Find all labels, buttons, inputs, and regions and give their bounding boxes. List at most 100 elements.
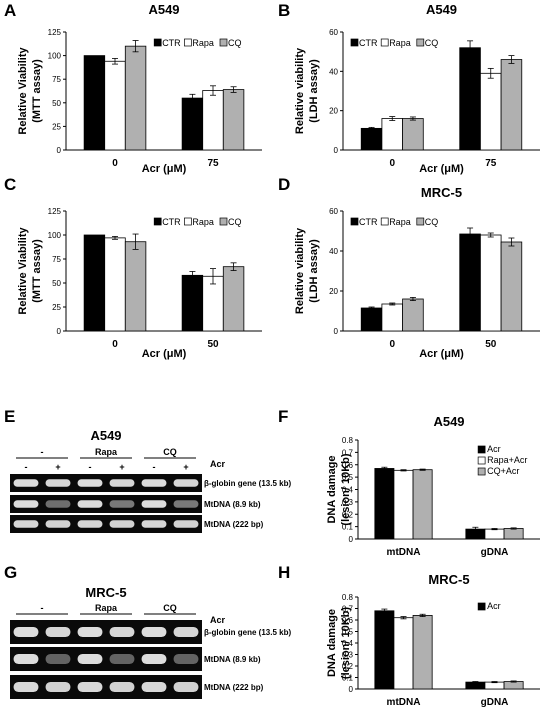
gel-strip [10, 675, 202, 699]
x-axis-label: Acr (μM) [419, 348, 464, 360]
y-axis-label: Relative Viability [17, 227, 29, 315]
gel-acr-label: Acr [210, 615, 226, 625]
panel-letter-h: H [278, 563, 290, 582]
legend-label: Acr [487, 444, 501, 454]
y-tick-label: 0.2 [342, 510, 354, 519]
gel-row-label: MtDNA (8.9 kb) [204, 655, 261, 664]
gel-band [109, 653, 135, 665]
bar [402, 118, 424, 151]
gel-band [109, 681, 135, 693]
bar [222, 266, 245, 332]
y-axis-label: Relative Viability [17, 47, 29, 135]
gel-band [13, 626, 39, 638]
gel-band [141, 500, 167, 508]
chart-c: 0 25 50 75 100 125 Relative Viability (MTT assa… [17, 207, 262, 360]
bar [83, 234, 106, 332]
legend-label: Rapa [192, 38, 214, 48]
x-tick-label: 0 [112, 339, 118, 350]
panel-letter-f: F [278, 407, 288, 426]
gel-row-label: MtDNA (8.9 kb) [204, 500, 261, 509]
gel-band [45, 681, 71, 693]
y-tick-label: 0 [334, 146, 339, 155]
gel-band [109, 479, 135, 487]
legend-swatch [350, 38, 359, 47]
gel-band [141, 681, 167, 693]
y-tick-label: 0 [57, 146, 62, 155]
gel-band [77, 500, 103, 508]
legend-label: CTR [359, 38, 378, 48]
y-tick-label: 100 [48, 231, 62, 240]
y-tick-label: 0.4 [342, 486, 354, 495]
gel-group-label: Rapa [95, 603, 118, 613]
bar [484, 681, 505, 690]
y-tick-label: 0.2 [342, 662, 354, 671]
chart-title: A549 [426, 2, 457, 17]
y-axis-label: (MTT assay) [31, 239, 43, 303]
y-tick-label: 40 [329, 247, 338, 256]
bar [202, 275, 224, 332]
y-axis-label: DNA damage [326, 455, 338, 523]
y-tick-label: 50 [52, 99, 61, 108]
y-tick-label: 50 [52, 279, 61, 288]
gel-group-label: CQ [163, 603, 177, 613]
y-tick-label: 20 [329, 287, 338, 296]
gel-title: MRC-5 [85, 585, 126, 600]
gel-lane-sign: + [183, 462, 188, 472]
gel-lane-sign: + [119, 462, 124, 472]
y-tick-label: 25 [52, 303, 61, 312]
bar [465, 681, 486, 690]
gel-band [109, 626, 135, 638]
gel-lane-sign: + [55, 462, 60, 472]
gel-band [173, 500, 199, 508]
y-tick-label: 125 [48, 28, 62, 37]
legend-swatch [380, 217, 389, 226]
x-tick-label: 0 [389, 339, 395, 350]
chart-d: MRC-5 0 20 40 60 Relative viability (LDH assay… [294, 185, 540, 360]
gel-row-label: MtDNA (222 bp) [204, 520, 264, 529]
y-tick-label: 0.8 [342, 593, 354, 602]
bar [181, 97, 204, 151]
y-tick-label: 0.3 [342, 651, 354, 660]
gel-band [77, 520, 103, 528]
gel-band [13, 500, 39, 508]
bar [480, 72, 502, 151]
bar [402, 298, 424, 332]
panel-letters: A B C D E F G H [4, 1, 290, 582]
y-tick-label: 0.7 [342, 605, 354, 614]
panel-letter-a: A [4, 1, 16, 20]
gel-band [13, 479, 39, 487]
bar [374, 610, 395, 690]
bar [202, 90, 224, 151]
y-axis-label: (lesion/ 10Kb) [340, 453, 352, 525]
legend-swatch [153, 38, 162, 47]
gel-acr-label: Acr [210, 459, 226, 469]
gel-band [45, 479, 71, 487]
y-axis-label: Relative viability [294, 227, 306, 314]
gel-band [77, 681, 103, 693]
x-tick-label: 0 [389, 158, 395, 169]
bar [181, 274, 204, 332]
x-tick-label: mtDNA [387, 547, 421, 558]
x-axis-label: Acr (μM) [142, 163, 187, 175]
legend-label: CTR [359, 217, 378, 227]
y-axis-label: (lesion/ 10Kb) [340, 607, 352, 679]
gel-title: A549 [90, 428, 121, 443]
bar [412, 469, 433, 540]
x-tick-label: gDNA [481, 547, 509, 558]
bar [104, 237, 126, 332]
gel-band [45, 653, 71, 665]
y-tick-label: 75 [52, 75, 61, 84]
gel-band [13, 653, 39, 665]
legend-label: CTR [162, 38, 181, 48]
gel-row-label: MtDNA (222 bp) [204, 683, 264, 692]
chart-f: A549 0 0.1 0.2 0.3 0.4 0.5 0.6 0.7 0.8 DNA damage(… [326, 414, 540, 558]
y-tick-label: 0 [334, 327, 339, 336]
bar [393, 617, 414, 690]
legend-swatch [477, 602, 486, 611]
legend-swatch [477, 467, 486, 476]
bar [104, 60, 126, 151]
gel-band [77, 479, 103, 487]
